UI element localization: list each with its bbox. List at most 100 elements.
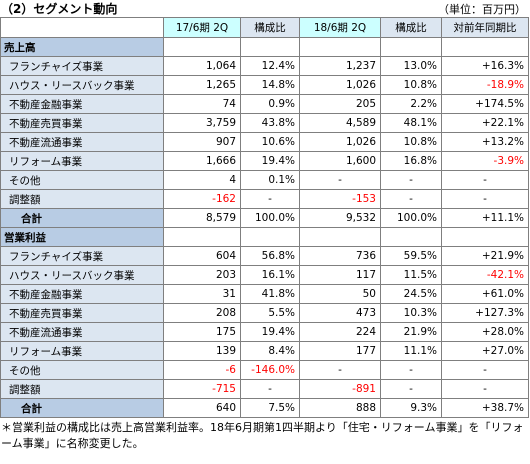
cell — [163, 227, 241, 247]
cell: - — [441, 189, 529, 209]
cell: +38.7% — [441, 398, 529, 418]
cell — [441, 227, 529, 247]
data-row: 不動産流通事業 175 19.4% 224 21.9% +28.0% — [0, 322, 529, 342]
cell: 10.3% — [380, 303, 442, 323]
data-row: ハウス・リースバック事業 203 16.1% 117 11.5% -42.1% — [0, 265, 529, 285]
cell — [163, 37, 241, 57]
row-label: ハウス・リースバック事業 — [0, 75, 164, 95]
section-label: 営業利益 — [0, 227, 164, 247]
cell: 604 — [163, 246, 241, 266]
cell: 19.4% — [240, 322, 300, 342]
cell: +28.0% — [441, 322, 529, 342]
header-cell: 構成比 — [380, 17, 442, 38]
cell: 59.5% — [380, 246, 442, 266]
cell: - — [240, 189, 300, 209]
cell: 56.8% — [240, 246, 300, 266]
cell: 13.0% — [380, 56, 442, 76]
row-label: ハウス・リースバック事業 — [0, 265, 164, 285]
row-label: 不動産流通事業 — [0, 322, 164, 342]
data-row: リフォーム事業 1,666 19.4% 1,600 16.8% -3.9% — [0, 151, 529, 171]
row-label: 不動産金融事業 — [0, 284, 164, 304]
cell: 100.0% — [240, 208, 300, 228]
cell: 2.2% — [380, 94, 442, 114]
cell: +61.0% — [441, 284, 529, 304]
row-label: その他 — [0, 170, 164, 190]
cell: +11.1% — [441, 208, 529, 228]
cell: 888 — [299, 398, 381, 418]
header-cell: 対前年同期比 — [441, 17, 529, 38]
cell: 8,579 — [163, 208, 241, 228]
cell: 177 — [299, 341, 381, 361]
total-row: 合計 640 7.5% 888 9.3% +38.7% — [0, 398, 529, 418]
footnote: ＊営業利益の構成比は売上高営業利益率。18年6月期第1四半期より「住宅・リフォー… — [1, 421, 524, 450]
data-row: 不動産売買事業 3,759 43.8% 4,589 48.1% +22.1% — [0, 113, 529, 133]
cell: -891 — [299, 379, 381, 399]
row-label: 合計 — [0, 398, 164, 418]
header-cell — [0, 17, 164, 38]
cell: 1,064 — [163, 56, 241, 76]
cell — [380, 37, 442, 57]
cell: -715 — [163, 379, 241, 399]
cell: 117 — [299, 265, 381, 285]
cell: 12.4% — [240, 56, 300, 76]
total-row: 合計 8,579 100.0% 9,532 100.0% +11.1% — [0, 208, 529, 228]
data-row: その他 -6 -146.0% - - - — [0, 360, 529, 380]
row-label: 調整額 — [0, 379, 164, 399]
row-label: 不動産売買事業 — [0, 113, 164, 133]
cell: - — [299, 170, 381, 190]
cell: 41.8% — [240, 284, 300, 304]
cell: +13.2% — [441, 132, 529, 152]
cell: 1,237 — [299, 56, 381, 76]
header: （2）セグメント動向 （単位：百万円） — [0, 0, 530, 17]
cell: 5.5% — [240, 303, 300, 323]
cell — [441, 37, 529, 57]
header-cell: 18/6期 2Q — [299, 17, 381, 38]
cell: +16.3% — [441, 56, 529, 76]
section-label: 売上高 — [0, 37, 164, 57]
data-row: 不動産売買事業 208 5.5% 473 10.3% +127.3% — [0, 303, 529, 323]
cell: - — [380, 189, 442, 209]
table-body: 17/6期 2Q 構成比 18/6期 2Q 構成比 対前年同期比 売上高 フランチャイズ事業… — [0, 17, 529, 418]
cell: 224 — [299, 322, 381, 342]
cell: +21.9% — [441, 246, 529, 266]
data-row: 調整額 -715- -891- - — [0, 379, 529, 399]
cell: -6 — [163, 360, 241, 380]
cell: 3,759 — [163, 113, 241, 133]
cell: +174.5% — [441, 94, 529, 114]
cell: 48.1% — [380, 113, 442, 133]
section-row: 営業利益 — [0, 227, 529, 247]
cell — [299, 227, 381, 247]
cell: 1,600 — [299, 151, 381, 171]
cell: -3.9% — [441, 151, 529, 171]
row-label: 不動産売買事業 — [0, 303, 164, 323]
cell: -42.1% — [441, 265, 529, 285]
cell — [240, 37, 300, 57]
cell: 9.3% — [380, 398, 442, 418]
cell: 7.5% — [240, 398, 300, 418]
cell: 14.8% — [240, 75, 300, 95]
cell: -146.0% — [240, 360, 300, 380]
cell: +22.1% — [441, 113, 529, 133]
cell: 4 — [163, 170, 241, 190]
cell: 11.5% — [380, 265, 442, 285]
cell: 0.9% — [240, 94, 300, 114]
data-row: 不動産金融事業 74 0.9% 205 2.2% +174.5% — [0, 94, 529, 114]
cell: +27.0% — [441, 341, 529, 361]
row-label: フランチャイズ事業 — [0, 56, 164, 76]
cell: -18.9% — [441, 75, 529, 95]
cell: +127.3% — [441, 303, 529, 323]
row-label: 調整額 — [0, 189, 164, 209]
header-cell: 17/6期 2Q — [163, 17, 241, 38]
header-row: 17/6期 2Q 構成比 18/6期 2Q 構成比 対前年同期比 — [0, 17, 529, 38]
cell: 208 — [163, 303, 241, 323]
row-label: 不動産金融事業 — [0, 94, 164, 114]
cell: 736 — [299, 246, 381, 266]
data-row: リフォーム事業 139 8.4% 177 11.1% +27.0% — [0, 341, 529, 361]
header-cell: 構成比 — [240, 17, 300, 38]
cell — [299, 37, 381, 57]
cell: 9,532 — [299, 208, 381, 228]
section-row: 売上高 — [0, 37, 529, 57]
cell: 907 — [163, 132, 241, 152]
cell: 203 — [163, 265, 241, 285]
